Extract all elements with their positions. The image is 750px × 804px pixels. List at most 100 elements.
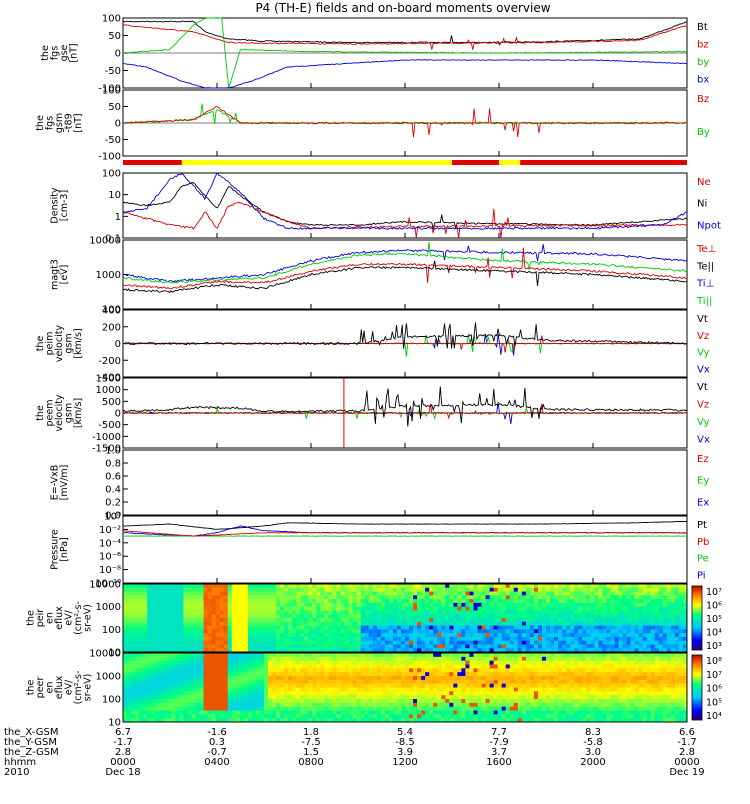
spectrogram-cell xyxy=(441,657,445,661)
spectrogram-cell xyxy=(332,672,336,676)
spectrogram-cell xyxy=(550,699,554,703)
spectrogram-cell xyxy=(514,629,518,633)
spectrogram-cell xyxy=(212,703,216,707)
spectrogram-cell xyxy=(349,592,353,596)
spectrogram-cell xyxy=(260,661,264,665)
spectrogram-cell xyxy=(550,653,554,657)
spectrogram-cell xyxy=(288,618,292,622)
spectrogram-cell xyxy=(232,668,236,672)
spectrogram-cell xyxy=(389,633,393,637)
y-tick-label: -50 xyxy=(105,135,121,146)
spectrogram-cell xyxy=(135,703,139,707)
spectrogram-cell xyxy=(425,653,429,657)
spectrogram-cell xyxy=(292,653,296,657)
spectrogram-cell xyxy=(264,657,268,661)
spectrogram-cell xyxy=(373,641,377,645)
spectrogram-cell xyxy=(465,607,469,611)
spectrogram-cell xyxy=(357,695,361,699)
spectrogram-cell xyxy=(421,684,425,688)
spectrogram-cell xyxy=(526,665,530,669)
spectrogram-cell xyxy=(365,603,369,607)
spectrogram-cell xyxy=(196,688,200,692)
spectrogram-cell xyxy=(679,592,683,596)
spectrogram-cell xyxy=(369,637,373,641)
spectrogram-cell xyxy=(429,629,433,633)
spectrogram-cell xyxy=(147,614,151,618)
spectrogram-cell xyxy=(304,641,308,645)
spectrogram-cell xyxy=(586,691,590,695)
spectrogram-cell xyxy=(429,637,433,641)
spectrogram-cell xyxy=(602,653,606,657)
spectrogram-cell xyxy=(381,637,385,641)
spectrogram-cell xyxy=(586,695,590,699)
spectrogram-cell xyxy=(518,618,522,622)
spectrogram-cell xyxy=(546,607,550,611)
spectrogram-cell xyxy=(671,599,675,603)
spectrogram-cell xyxy=(393,618,397,622)
spectrogram-cell xyxy=(324,680,328,684)
spectrogram-cell xyxy=(224,592,228,596)
spectrogram-cell xyxy=(268,610,272,614)
spectrogram-cell xyxy=(365,672,369,676)
spectrogram-cell xyxy=(365,584,369,588)
y-axis-label-line: [nT] xyxy=(73,113,84,132)
spectrogram-cell xyxy=(220,595,224,599)
spectrogram-cell xyxy=(252,711,256,715)
spectrogram-cell xyxy=(461,626,465,630)
spectrogram-cell xyxy=(236,695,240,699)
spectrogram-cell xyxy=(655,588,659,592)
spectrogram-cell xyxy=(179,592,183,596)
spectrogram-cell xyxy=(171,629,175,633)
spectrogram-cell xyxy=(183,676,187,680)
spectrogram-cell xyxy=(659,599,663,603)
spectrogram-cell xyxy=(397,603,401,607)
spectrogram-cell xyxy=(393,699,397,703)
spectrogram-cell xyxy=(216,637,220,641)
spectrogram-cell xyxy=(401,657,405,661)
spectrogram-cell xyxy=(200,607,204,611)
spectrogram-cell xyxy=(341,688,345,692)
spectrogram-cell xyxy=(240,714,244,718)
spectrogram-cell xyxy=(441,680,445,684)
spectrogram-cell xyxy=(191,688,195,692)
spectrogram-cell xyxy=(433,637,437,641)
spectrogram-cell xyxy=(175,592,179,596)
spectrogram-cell xyxy=(558,703,562,707)
spectrogram-cell xyxy=(401,618,405,622)
spectrogram-cell xyxy=(381,610,385,614)
spectrogram-cell xyxy=(300,714,304,718)
spectrogram-cell xyxy=(385,657,389,661)
spectrogram-cell xyxy=(502,653,506,657)
spectrogram-cell xyxy=(542,653,546,657)
spectrogram-cell xyxy=(602,672,606,676)
spectrogram-cell xyxy=(208,599,212,603)
spectrogram-cell xyxy=(425,703,429,707)
spectrogram-cell xyxy=(175,703,179,707)
spectrogram-cell xyxy=(558,707,562,711)
spectrogram-cell xyxy=(377,644,381,648)
spectrogram-cell xyxy=(163,699,167,703)
spectrogram-cell xyxy=(328,603,332,607)
spectrogram-cell xyxy=(183,680,187,684)
spectrogram-cell xyxy=(296,665,300,669)
spectrogram-cell xyxy=(401,711,405,715)
spectrogram-cell xyxy=(663,584,667,588)
spectrogram-cell xyxy=(240,707,244,711)
spectrogram-cell xyxy=(623,629,627,633)
spectrogram-cell xyxy=(288,657,292,661)
spectrogram-cell xyxy=(433,661,437,665)
spectrogram-cell xyxy=(296,661,300,665)
spectrogram-cell xyxy=(377,672,381,676)
spectrogram-cell xyxy=(663,618,667,622)
spectrogram-cell xyxy=(183,595,187,599)
spectrogram-cell xyxy=(280,684,284,688)
spectrogram-cell xyxy=(139,637,143,641)
spectrogram-cell xyxy=(349,588,353,592)
spectrogram-cell xyxy=(550,637,554,641)
spectrogram-cell xyxy=(647,633,651,637)
spectrogram-cell xyxy=(594,633,598,637)
spectrogram-cell xyxy=(534,699,538,703)
spectrogram-cell xyxy=(639,637,643,641)
spectrogram-cell xyxy=(425,629,429,633)
spectrogram-cell xyxy=(409,668,413,672)
